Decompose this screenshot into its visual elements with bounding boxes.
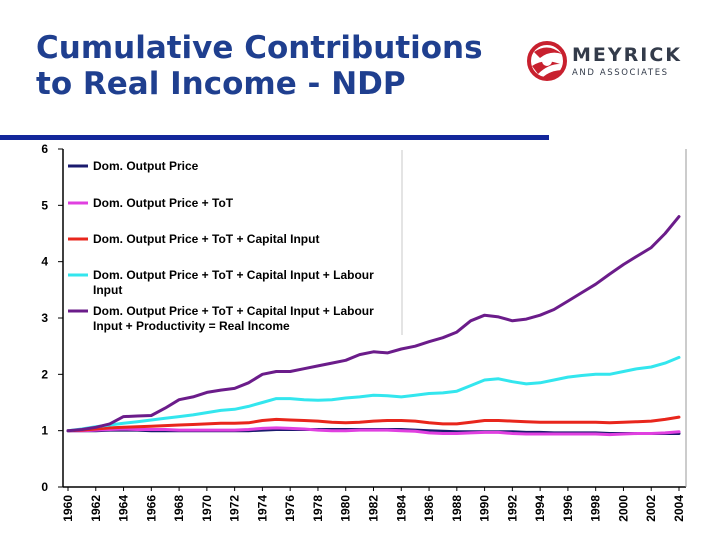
x-tick-label: 2002: [644, 495, 658, 522]
legend-label-4: Input: [93, 283, 122, 297]
x-tick-label: 1988: [450, 495, 464, 522]
series-line-4: [66, 355, 681, 433]
x-tick-label: 1972: [228, 495, 242, 522]
x-tick-label: 2004: [672, 495, 686, 522]
y-tick-label: 5: [41, 198, 48, 212]
y-tick-label: 2: [41, 367, 48, 381]
y-tick-label: 4: [41, 255, 48, 269]
legend-label-5: Input + Productivity = Real Income: [93, 319, 290, 333]
x-tick-label: 1970: [200, 495, 214, 522]
x-tick-label: 1966: [144, 495, 158, 522]
x-tick-label: 1978: [311, 495, 325, 522]
x-tick-label: 1968: [172, 495, 186, 522]
slide-title-line-1: Cumulative Contributions: [36, 30, 483, 66]
x-tick-label: 1992: [505, 495, 519, 522]
logo-subtitle: AND ASSOCIATES: [572, 68, 669, 78]
globe-swirl-icon: [527, 41, 567, 81]
x-tick-label: 1994: [533, 495, 547, 522]
slide-title-line-2: to Real Income - NDP: [36, 66, 406, 102]
x-tick-label: 1980: [339, 495, 353, 522]
legend-label-4: Dom. Output Price + ToT + Capital Input …: [93, 268, 374, 282]
y-tick-label: 0: [41, 480, 48, 494]
x-tick-label: 1984: [394, 495, 408, 522]
y-tick-label: 3: [41, 311, 48, 325]
y-tick-label: 6: [41, 142, 48, 156]
x-tick-label: 1990: [478, 495, 492, 522]
company-logo: MEYRICK AND ASSOCIATES: [526, 38, 706, 84]
legend-label-1: Dom. Output Price: [93, 159, 199, 173]
series-line-2: [66, 426, 681, 437]
x-tick-label: 1964: [117, 495, 131, 522]
x-tick-label: 1986: [422, 495, 436, 522]
series-line-3: [66, 415, 681, 433]
series-line-5: [66, 215, 681, 433]
legend-label-2: Dom. Output Price + ToT: [93, 196, 234, 210]
x-tick-label: 1996: [561, 495, 575, 522]
x-tick-label: 2000: [616, 495, 630, 522]
y-tick-label: 1: [41, 424, 48, 438]
x-tick-label: 1962: [89, 495, 103, 522]
x-tick-label: 1976: [283, 495, 297, 522]
logo-name: MEYRICK: [572, 44, 683, 66]
x-tick-label: 1974: [255, 495, 269, 522]
x-tick-label: 1998: [589, 495, 603, 522]
slide-title: Cumulative Contributions to Real Income …: [36, 30, 516, 102]
x-tick-label: 1982: [367, 495, 381, 522]
title-rule: [0, 135, 549, 140]
x-tick-label: 1960: [61, 495, 75, 522]
legend-label-3: Dom. Output Price + ToT + Capital Input: [93, 232, 319, 246]
legend-label-5: Dom. Output Price + ToT + Capital Input …: [93, 304, 374, 318]
